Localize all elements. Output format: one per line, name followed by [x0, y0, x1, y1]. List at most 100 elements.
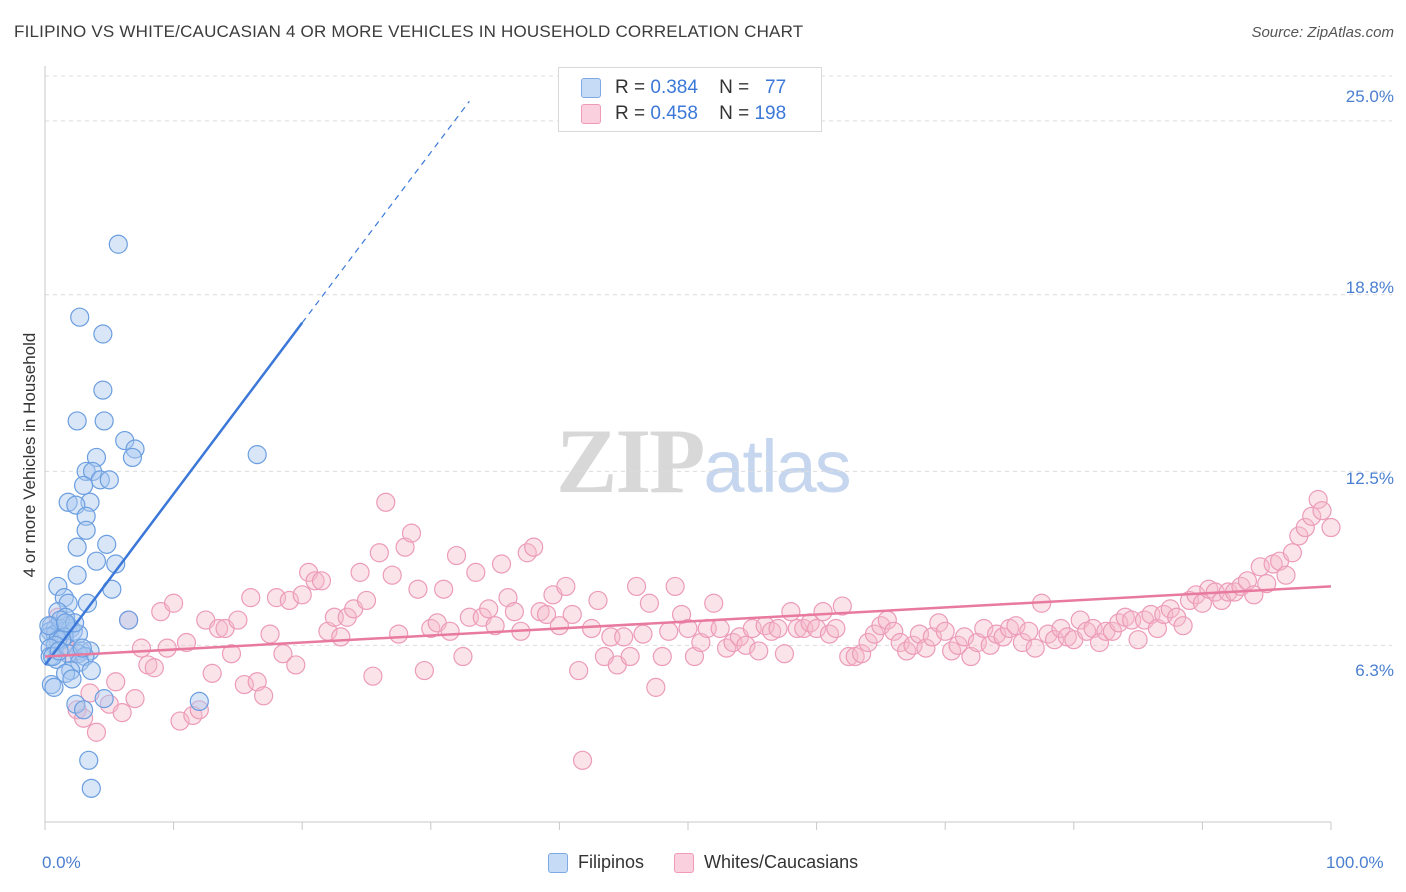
white-point [524, 537, 544, 557]
white-point [935, 621, 955, 641]
filipino-point [81, 660, 101, 681]
filipino-point [55, 613, 76, 633]
white-point [106, 672, 126, 692]
filipino-point [72, 638, 92, 658]
filipino-point [79, 750, 99, 770]
series-legend: Filipinos Whites/Caucasians [548, 852, 858, 873]
source-label: Source: ZipAtlas.com [1251, 24, 1394, 41]
legend-swatch-whites [674, 852, 695, 873]
filipino-point [118, 610, 139, 630]
n-value: 77 [765, 77, 787, 98]
white-point [1321, 517, 1341, 538]
r-label: R = [615, 77, 646, 98]
white-point [884, 621, 904, 641]
white-point [350, 562, 370, 582]
white-point [144, 658, 164, 678]
white-point [572, 750, 593, 770]
filipino-point [76, 506, 96, 526]
white-point [665, 576, 685, 597]
white-point [536, 604, 557, 625]
white-point [369, 543, 389, 563]
white-point [479, 599, 499, 619]
white-point [646, 677, 666, 697]
watermark: ZIPatlas [556, 408, 852, 514]
filipino-point [77, 593, 98, 613]
filipino-point [108, 234, 128, 254]
white-point [131, 638, 152, 658]
white-point [414, 660, 434, 681]
white-point [408, 579, 428, 599]
filipino-point [67, 565, 87, 585]
white-point [363, 666, 383, 686]
white-point [485, 616, 505, 636]
white-point [813, 602, 833, 622]
y-axis-label: 4 or more Vehicles in Household [20, 332, 39, 578]
white-point [434, 579, 454, 599]
white-point [292, 585, 312, 605]
filipino-point [76, 461, 96, 482]
filipino-point [86, 551, 107, 571]
legend-row-whites: R = 0.458 N = 198 [581, 102, 786, 126]
legend-swatch-blue [581, 78, 601, 98]
x-tick-label: 100.0% [1326, 853, 1384, 872]
filipino-trend-extension [301, 100, 470, 324]
filipino-point [76, 520, 96, 540]
r-value: 0.458 [650, 103, 698, 124]
white-point [684, 646, 705, 667]
legend-label-filipinos: Filipinos [578, 852, 645, 872]
white-point [112, 703, 132, 723]
filipino-point [50, 610, 71, 630]
white-point [691, 632, 711, 653]
white-point [1312, 501, 1332, 521]
n-label: N = [719, 77, 750, 98]
filipino-point [73, 475, 94, 496]
white-point [1025, 638, 1045, 658]
white-point [1282, 543, 1303, 563]
white-point [710, 618, 730, 639]
white-point [389, 624, 409, 644]
white-point [382, 565, 402, 585]
white-point [678, 618, 698, 639]
n-label: N = [719, 103, 750, 124]
white-point [826, 618, 846, 639]
white-point [157, 638, 177, 658]
white-trend-line [44, 585, 1332, 658]
n-value: 198 [754, 103, 787, 124]
white-point [1276, 565, 1296, 585]
white-point [395, 537, 415, 557]
white-point [1128, 630, 1148, 650]
white-point [176, 632, 197, 653]
white-point [504, 602, 524, 622]
filipino-point [58, 492, 78, 512]
white-point [620, 646, 640, 667]
filipino-point [94, 411, 114, 431]
filipino-trend-line [44, 322, 304, 666]
white-point [633, 624, 653, 644]
white-point [562, 604, 582, 625]
white-point [1257, 574, 1277, 594]
white-point [781, 602, 801, 622]
white-point [260, 624, 280, 644]
white-point [569, 660, 589, 681]
watermark-zip: ZIP [556, 410, 705, 512]
white-point [774, 644, 795, 664]
white-point [704, 593, 724, 613]
white-point [1308, 489, 1328, 510]
white-point [1173, 616, 1193, 636]
white-point [549, 616, 570, 636]
white-point [376, 492, 396, 512]
filipino-point [39, 616, 59, 636]
white-point [286, 655, 306, 675]
white-point [852, 644, 872, 664]
white-point [80, 683, 100, 703]
white-point [961, 646, 981, 667]
correlation-legend: R = 0.384 N = 77 R = 0.458 N = 198 [558, 67, 822, 132]
white-point [209, 618, 229, 639]
white-point [916, 638, 936, 658]
white-point [86, 722, 107, 742]
filipino-point [41, 674, 62, 695]
white-point [356, 590, 377, 611]
white-point [221, 644, 242, 664]
white-point [125, 689, 145, 709]
